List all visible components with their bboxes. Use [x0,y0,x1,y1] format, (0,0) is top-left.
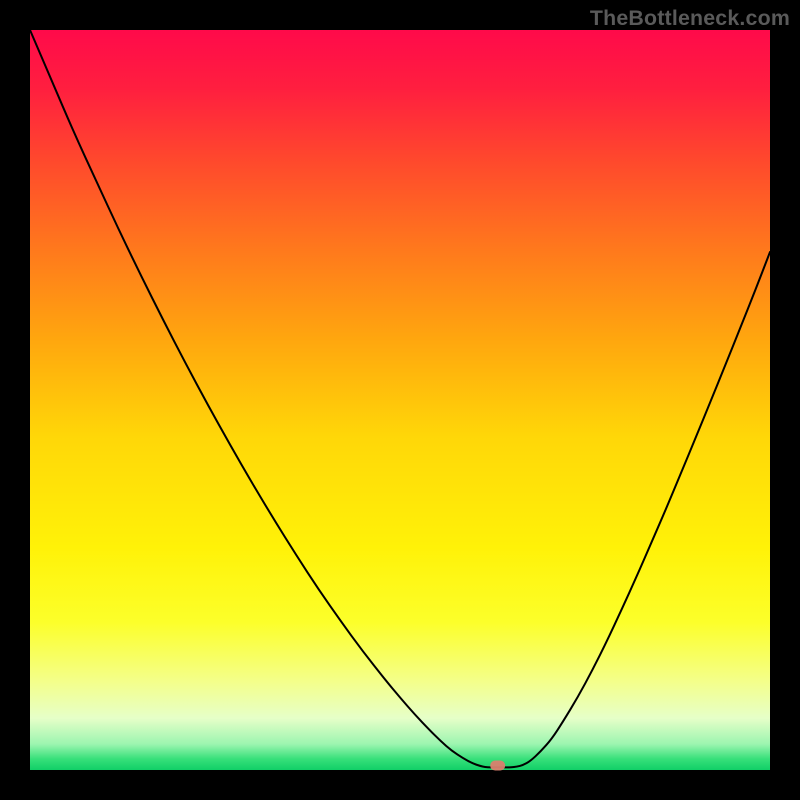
plot-background [30,30,770,770]
optimal-point-marker [490,761,505,771]
bottleneck-chart [0,0,800,800]
